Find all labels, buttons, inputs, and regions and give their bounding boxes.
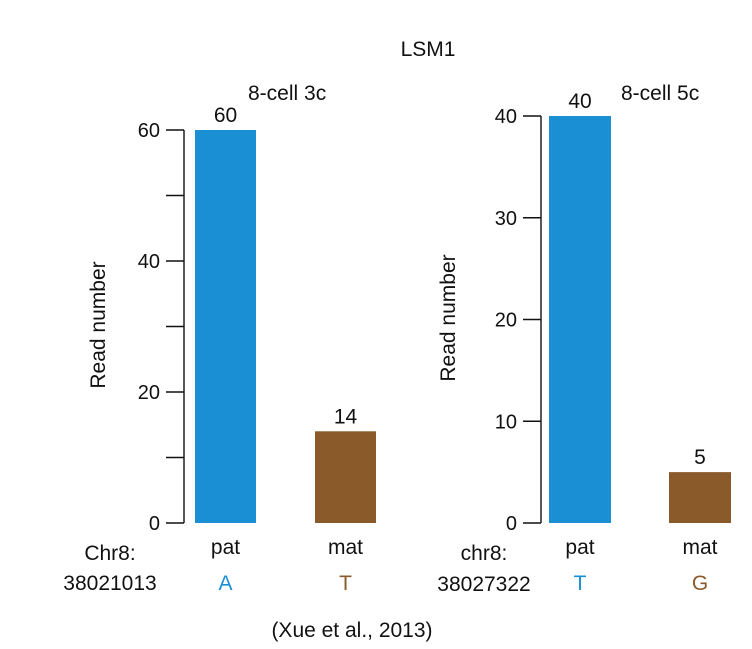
figure-title: LSM1 bbox=[401, 38, 456, 61]
stage-annotation: 8-cell 3c bbox=[248, 82, 326, 105]
chart-panel-1: 0 20 40 60 Read number 60 pat A 14 mat T 8-cell 3c C… bbox=[63, 82, 376, 595]
bar-value-label: 40 bbox=[568, 90, 591, 113]
y-tick-label: 30 bbox=[495, 208, 517, 230]
bar-mat bbox=[315, 431, 376, 523]
category-label-mat: mat bbox=[682, 536, 717, 559]
bar-mat bbox=[669, 472, 731, 523]
category-label-mat: mat bbox=[328, 536, 363, 559]
allele-label: T bbox=[574, 572, 587, 595]
bar-pat bbox=[549, 116, 611, 523]
allele-label: A bbox=[218, 572, 232, 595]
locus-label: 38021013 bbox=[63, 572, 156, 595]
locus-label: chr8: bbox=[461, 542, 508, 565]
y-axis-label: Read number bbox=[437, 254, 460, 381]
y-axis-label: Read number bbox=[87, 261, 110, 388]
y-tick-label: 0 bbox=[149, 513, 160, 535]
category-label-pat: pat bbox=[211, 536, 240, 559]
allele-label: T bbox=[339, 572, 352, 595]
category-label-pat: pat bbox=[565, 536, 594, 559]
y-tick-label: 20 bbox=[495, 310, 517, 332]
citation: (Xue et al., 2013) bbox=[271, 619, 432, 642]
bar-value-label: 5 bbox=[694, 446, 706, 469]
stage-annotation: 8-cell 5c bbox=[621, 82, 699, 105]
locus-label: 38027322 bbox=[437, 573, 530, 596]
y-tick-label: 40 bbox=[495, 106, 517, 128]
bar-value-label: 60 bbox=[214, 104, 237, 127]
y-tick-label: 20 bbox=[138, 382, 160, 404]
bar-value-label: 14 bbox=[334, 405, 358, 428]
chart-panels: 0 20 40 60 Read number 60 pat A 14 mat T 8-cell 3c C… bbox=[63, 82, 731, 596]
y-tick-label: 60 bbox=[138, 120, 160, 142]
y-tick-label: 10 bbox=[495, 411, 517, 433]
allele-label: G bbox=[692, 572, 708, 595]
y-tick-label: 0 bbox=[506, 513, 517, 535]
bar-pat bbox=[195, 130, 256, 523]
chart-panel-2: 0 10 20 30 40 Read number 40 pat T 5 mat G 8-cell 5c… bbox=[437, 82, 731, 596]
y-tick-label: 40 bbox=[138, 251, 160, 273]
locus-label: Chr8: bbox=[84, 542, 135, 565]
